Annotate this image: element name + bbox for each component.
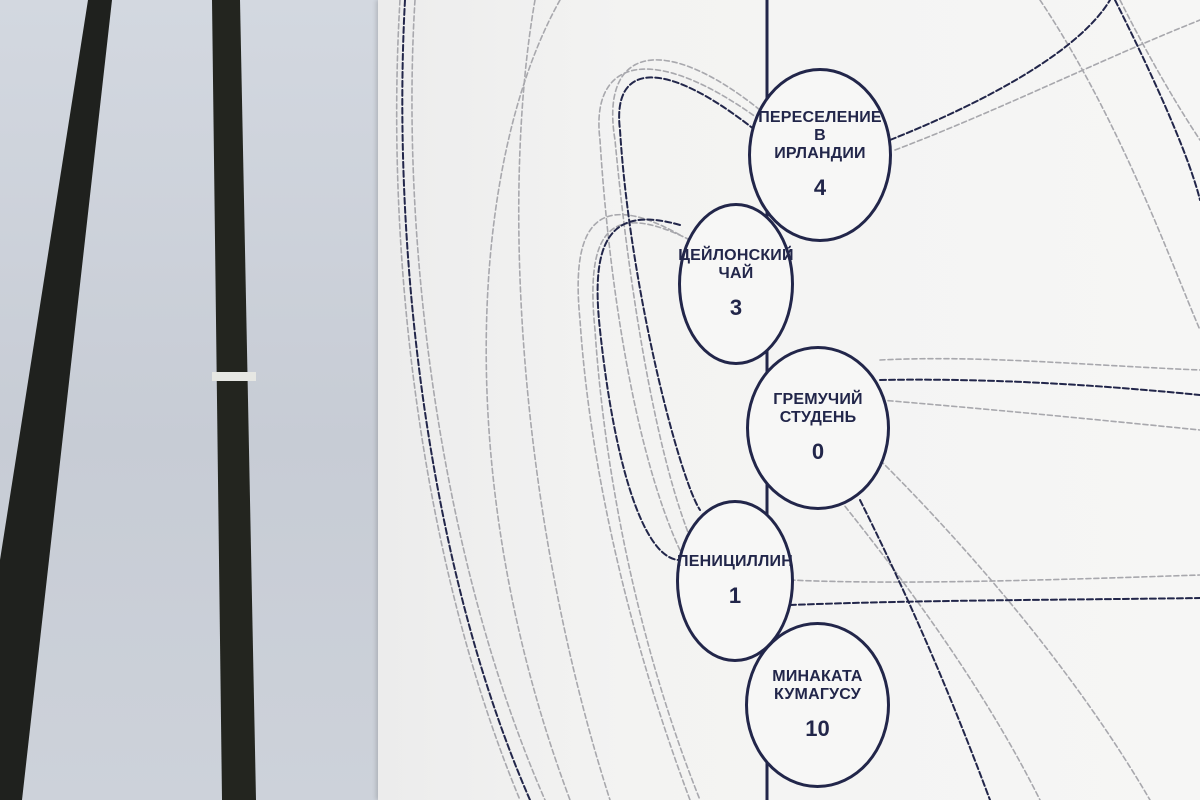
grey-route-15 — [879, 459, 1151, 800]
node-label: Пенициллин — [677, 553, 793, 570]
easel-leg-center — [212, 0, 256, 800]
node-label: Минаката кумагусу — [772, 668, 863, 703]
node-ceylon-tea: Цейлонский чай 3 — [678, 203, 794, 365]
node-label: Цейлонский чай — [678, 247, 794, 282]
node-resettlement-ireland: Переселение в ирландии 4 — [748, 68, 892, 242]
grey-route-11 — [789, 574, 1200, 583]
node-count: 0 — [811, 439, 825, 464]
grey-route-7 — [577, 213, 691, 800]
node-count: 1 — [728, 583, 742, 608]
grey-route-9 — [879, 357, 1200, 371]
grey-route-16 — [1119, 0, 1200, 141]
navy-route-6 — [889, 0, 1111, 141]
navy-route-1 — [401, 0, 531, 800]
grey-route-6 — [611, 59, 761, 561]
node-penicillin: Пенициллин 1 — [676, 500, 794, 662]
grey-route-12 — [894, 19, 1200, 151]
node-label: Гремучий студень — [773, 391, 863, 426]
wooden-easel — [0, 0, 256, 800]
navy-route-5 — [789, 597, 1200, 606]
easel-leg-left — [0, 0, 112, 800]
node-count: 10 — [805, 716, 830, 741]
grey-route-13 — [1039, 0, 1200, 331]
easel-tie — [212, 372, 256, 381]
navy-route-4 — [879, 378, 1200, 396]
grey-route-10 — [879, 399, 1200, 431]
navy-route-2 — [618, 76, 756, 511]
node-count: 4 — [813, 175, 827, 200]
node-label: Переселение в ирландии — [758, 109, 882, 162]
grey-route-14 — [839, 499, 1041, 800]
navy-route-8 — [1114, 0, 1200, 201]
grey-route-4 — [517, 0, 611, 800]
grey-route-5 — [598, 68, 761, 571]
node-jelly: Гремучий студень 0 — [746, 346, 890, 510]
grey-route-3 — [485, 0, 571, 800]
grey-route-1 — [395, 0, 521, 800]
navy-route-3 — [596, 218, 681, 561]
node-count: 3 — [729, 295, 743, 320]
node-minakata-kumagusu: Минаката кумагусу 10 — [745, 622, 890, 788]
navy-route-7 — [859, 499, 991, 800]
grey-route-2 — [411, 0, 546, 800]
